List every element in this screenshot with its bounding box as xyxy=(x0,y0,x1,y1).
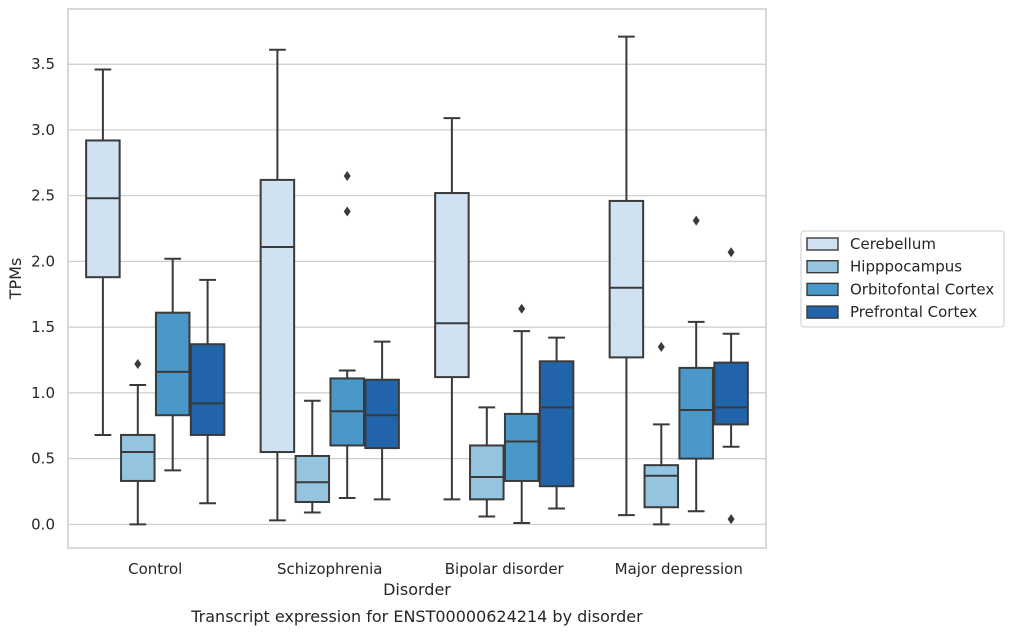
chart-title: Transcript expression for ENST0000062421… xyxy=(190,607,643,626)
legend-swatch xyxy=(806,282,839,297)
y-axis-ticks: 0.0 0.5 1.0 1.5 2.0 2.5 3.0 3.5 xyxy=(31,55,55,533)
box xyxy=(643,464,680,509)
box-group xyxy=(120,358,156,526)
legend-swatch xyxy=(806,237,839,251)
y-tick-label: 2.0 xyxy=(31,252,55,270)
legend: Cerebellum Hipppocampus Orbitofontal Corte… xyxy=(800,230,1005,328)
y-tick-label: 3.5 xyxy=(31,55,55,73)
box-group xyxy=(678,215,714,513)
x-axis-ticks: Control Schizophrenia Bipolar disorder Majo… xyxy=(128,560,743,578)
box xyxy=(120,433,156,482)
box-group xyxy=(189,278,226,505)
legend-label: Prefrontal Cortex xyxy=(850,303,977,321)
x-axis-label: Disorder xyxy=(383,580,451,599)
y-tick-label: 0.0 xyxy=(31,515,55,533)
box-group xyxy=(294,399,331,514)
box-group xyxy=(85,68,121,436)
x-tick-label: Bipolar disorder xyxy=(445,560,565,578)
y-tick-label: 2.5 xyxy=(31,187,55,205)
box xyxy=(469,444,505,501)
box xyxy=(154,311,191,417)
y-tick-label: 1.0 xyxy=(31,384,55,402)
outlier-point xyxy=(727,247,735,258)
x-tick-label: Major depression xyxy=(615,560,743,578)
box xyxy=(259,178,296,454)
legend-swatch xyxy=(806,260,839,274)
box-group xyxy=(329,170,365,500)
box xyxy=(713,361,749,426)
x-tick-label: Schizophrenia xyxy=(277,560,382,578)
plot-boxes xyxy=(85,35,749,526)
box-group xyxy=(608,35,645,517)
box-group xyxy=(538,336,575,510)
y-tick-label: 3.0 xyxy=(31,121,55,139)
box xyxy=(678,366,714,460)
box xyxy=(189,343,226,436)
box-group xyxy=(643,341,680,526)
y-axis-label: TPMs xyxy=(6,258,25,301)
y-tick-label: 0.5 xyxy=(31,450,55,468)
box xyxy=(364,378,400,450)
outlier-point xyxy=(518,303,526,314)
box-group xyxy=(364,340,400,501)
box xyxy=(538,360,575,488)
box-group xyxy=(503,303,540,525)
outlier-point xyxy=(343,206,351,217)
y-tick-label: 1.5 xyxy=(31,318,55,336)
outlier-point xyxy=(343,170,351,181)
legend-swatch xyxy=(806,305,839,319)
box xyxy=(85,139,121,279)
box xyxy=(608,199,645,359)
box-group xyxy=(259,48,296,522)
box xyxy=(434,192,470,379)
legend-frame xyxy=(800,230,1005,328)
legend-label: Cerebellum xyxy=(850,235,936,253)
box-group xyxy=(154,257,191,472)
box-group xyxy=(469,406,505,518)
outlier-point xyxy=(134,358,142,369)
box-group xyxy=(434,117,470,501)
outlier-point xyxy=(692,215,700,226)
outlier-point xyxy=(657,341,665,352)
outlier-point xyxy=(727,514,735,525)
legend-label: Hipppocampus xyxy=(850,258,962,276)
x-tick-label: Control xyxy=(128,560,182,578)
box-group xyxy=(713,247,749,525)
box xyxy=(294,454,331,503)
box xyxy=(503,412,540,482)
legend-label: Orbitofontal Cortex xyxy=(850,280,994,298)
plot-frame xyxy=(67,8,767,549)
